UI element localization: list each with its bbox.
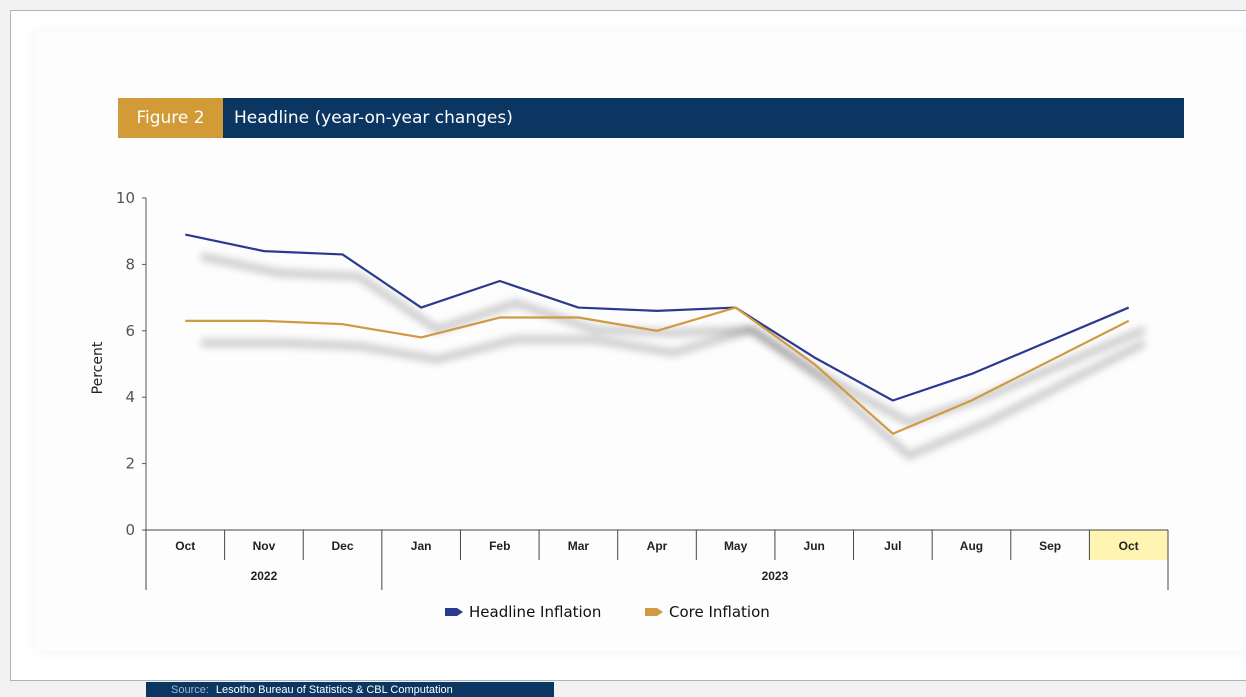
legend-label: Core Inflation <box>669 603 770 621</box>
x-tick-label: Oct <box>1119 539 1139 553</box>
y-axis-title: Percent <box>90 341 106 394</box>
figure-title: Headline (year-on-year changes) <box>223 98 1184 138</box>
y-tick-label: 6 <box>125 322 135 340</box>
y-tick-label: 4 <box>125 388 135 406</box>
legend-label: Headline Inflation <box>469 603 601 621</box>
y-tick-label: 0 <box>125 521 135 539</box>
y-tick-label: 8 <box>125 255 135 273</box>
x-year-label: 2023 <box>762 569 789 583</box>
x-tick-label: Nov <box>253 539 276 553</box>
legend-headline-marker-icon <box>445 608 463 616</box>
y-tick-label: 2 <box>125 455 135 473</box>
x-tick-label: Oct <box>175 539 195 553</box>
x-tick-label: Jan <box>411 539 432 553</box>
series-shadow <box>201 325 1147 460</box>
x-tick-label: May <box>724 539 748 553</box>
x-tick-label: Apr <box>647 539 668 553</box>
highlighted-category-cell <box>1089 530 1168 560</box>
x-tick-label: Feb <box>489 539 510 553</box>
series-line-headline <box>185 233 1130 402</box>
source-label: Source: <box>171 683 209 696</box>
x-year-label: 2022 <box>251 569 278 583</box>
legend-item: Headline Inflation <box>445 603 601 621</box>
series-line-core <box>185 306 1130 435</box>
y-tick-label: 10 <box>116 189 135 207</box>
x-tick-label: Jul <box>884 539 901 553</box>
x-tick-label: Sep <box>1039 539 1061 553</box>
legend-item: Core Inflation <box>645 603 770 621</box>
x-tick-label: Dec <box>332 539 354 553</box>
series-shadow <box>200 253 1147 427</box>
source-note: Source: Lesotho Bureau of Statistics & C… <box>146 682 554 697</box>
legend-core-marker-icon <box>645 608 663 616</box>
x-tick-label: Jun <box>804 539 825 553</box>
source-text: Lesotho Bureau of Statistics & CBL Compu… <box>215 683 453 696</box>
figure-title-bar: Figure 2 Headline (year-on-year changes) <box>118 98 1184 138</box>
x-tick-label: Aug <box>960 539 983 553</box>
x-tick-label: Mar <box>568 539 590 553</box>
figure-number-label: Figure 2 <box>118 98 223 138</box>
